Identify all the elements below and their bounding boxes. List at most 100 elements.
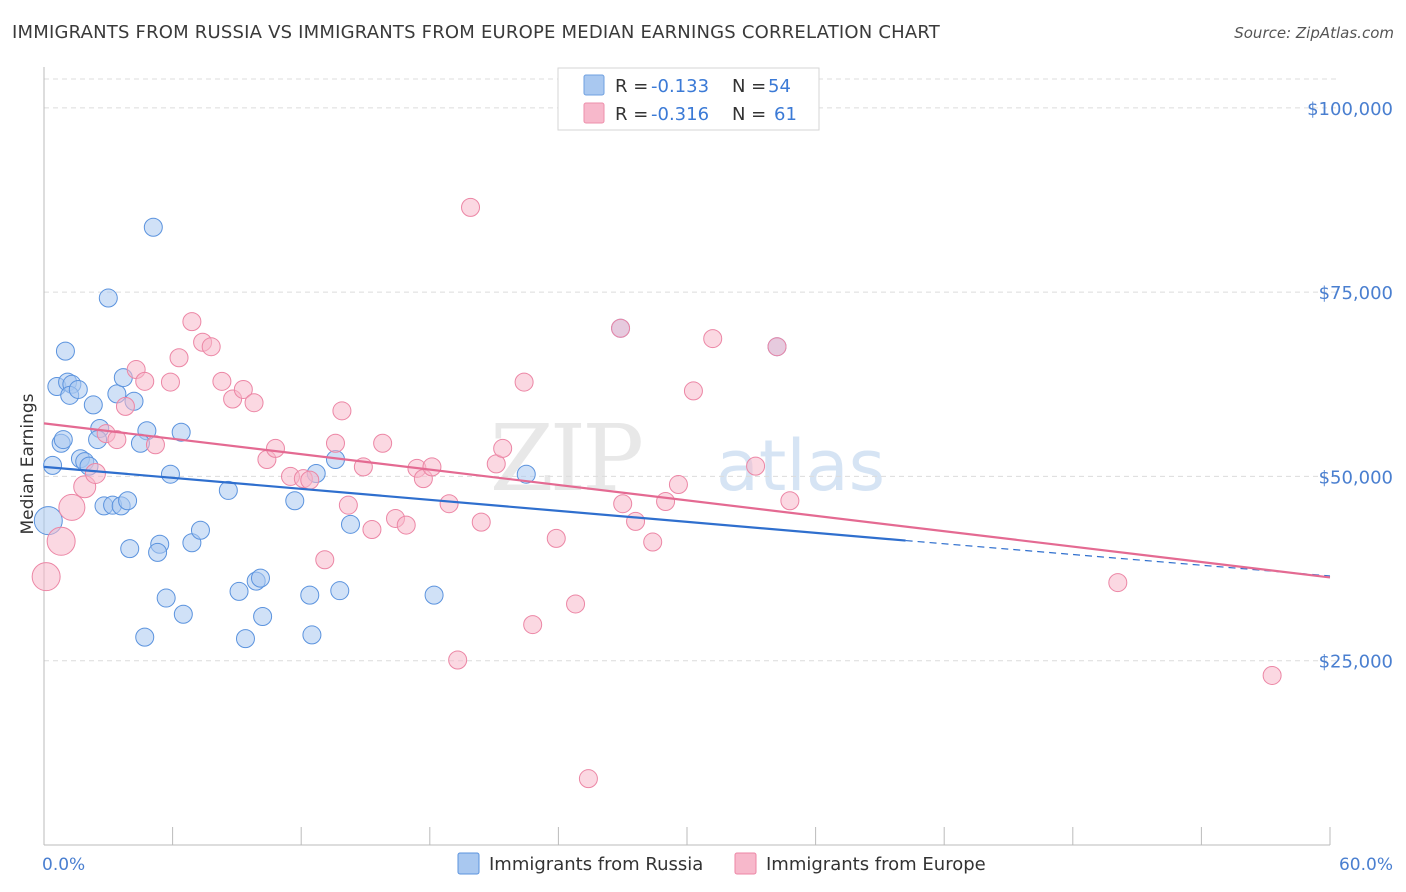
data-point: [471, 512, 491, 532]
data-point: [325, 433, 345, 453]
data-point: [546, 528, 566, 548]
data-point: [514, 372, 534, 392]
data-point: [212, 371, 232, 391]
data-point: [253, 606, 273, 626]
trend-line-europe: [43, 422, 1331, 579]
stats-legend-n-label-europe: N =: [732, 104, 766, 125]
data-point: [767, 337, 787, 357]
data-point: [439, 494, 459, 514]
data-point: [135, 371, 155, 391]
data-point: [330, 581, 350, 601]
data-point: [190, 520, 210, 540]
watermark-atlas: atlas: [716, 425, 885, 507]
y-tick-label: $75,000: [1319, 283, 1393, 304]
series-legend: Immigrants from Russia Immigrants from E…: [457, 852, 986, 875]
data-point: [84, 462, 106, 484]
data-point: [250, 568, 270, 588]
stats-legend-r-label-russia: R =: [615, 76, 648, 97]
stats-legend-n-value-russia: 54: [768, 76, 791, 97]
data-point: [300, 585, 320, 605]
data-point: [120, 539, 140, 559]
data-point: [244, 393, 264, 413]
data-point: [373, 433, 393, 453]
data-point: [566, 594, 586, 614]
data-point: [135, 627, 155, 647]
data-point: [1262, 665, 1282, 685]
stats-legend-r-value-russia: -0.133: [651, 76, 709, 97]
data-point: [746, 456, 766, 476]
data-point: [143, 217, 163, 237]
y-axis-label: Median Earnings: [18, 393, 38, 534]
data-point: [340, 514, 360, 534]
data-point: [55, 341, 75, 361]
y-tick-label: $100,000: [1307, 99, 1393, 120]
stats-legend-swatch-russia: [583, 74, 605, 96]
data-point: [315, 550, 335, 570]
data-point: [578, 769, 598, 789]
data-point: [46, 526, 76, 556]
data-point: [461, 197, 481, 217]
data-point: [160, 464, 180, 484]
scatter-points: [31, 197, 1282, 789]
trend-lines: [43, 422, 1331, 579]
data-point: [171, 422, 191, 442]
x-tick-label: 0.0%: [42, 855, 85, 875]
data-point: [613, 494, 633, 514]
stats-legend: R = -0.133 N = 54 R = -0.316 N = 61: [557, 67, 820, 131]
data-point: [201, 337, 221, 357]
data-point: [396, 515, 416, 535]
data-point: [156, 588, 176, 608]
data-point: [611, 318, 631, 338]
data-point: [233, 379, 253, 399]
data-point: [148, 542, 168, 562]
gridlines: [44, 78, 1338, 662]
data-point: [703, 329, 723, 349]
stats-legend-n-value-europe: 61: [774, 104, 797, 125]
chart-source: Source: ZipAtlas.com: [1234, 24, 1394, 42]
data-point: [160, 372, 180, 392]
data-point: [626, 511, 646, 531]
x-tick-label: 60.0%: [1339, 855, 1393, 875]
stats-legend-r-label-europe: R =: [615, 104, 648, 125]
data-point: [302, 625, 322, 645]
axes: [43, 67, 1331, 846]
data-point: [107, 430, 127, 450]
data-point: [53, 430, 73, 450]
data-point: [422, 457, 442, 477]
data-point: [118, 491, 138, 511]
data-point: [683, 381, 703, 401]
watermark: ZIP atlas: [490, 405, 885, 512]
stats-legend-swatch-europe: [583, 102, 605, 124]
data-point: [1108, 573, 1128, 593]
data-point: [218, 480, 238, 500]
data-point: [182, 312, 202, 332]
data-point: [300, 470, 320, 490]
y-tick-label: $25,000: [1319, 652, 1393, 673]
y-tick-labels: $25,000 $50,000 $75,000 $100,000: [1307, 99, 1393, 673]
data-point: [424, 585, 444, 605]
x-tick-labels: 0.0% 60.0%: [42, 855, 1393, 875]
watermark-zip: ZIP: [490, 405, 641, 512]
series-europe-points: [31, 197, 1282, 789]
data-point: [780, 491, 800, 511]
data-point: [656, 491, 676, 511]
data-point: [235, 629, 255, 649]
data-point: [643, 532, 663, 552]
y-tick-label: $50,000: [1319, 467, 1393, 488]
data-point: [31, 562, 61, 592]
data-point: [115, 396, 135, 416]
series-legend-label-russia: Immigrants from Russia: [489, 854, 703, 875]
series-legend-label-europe: Immigrants from Europe: [766, 854, 986, 875]
data-point: [265, 438, 285, 458]
data-point: [68, 379, 88, 399]
data-point: [83, 395, 103, 415]
data-point: [58, 493, 86, 521]
data-point: [668, 475, 688, 495]
data-point: [338, 495, 358, 515]
data-point: [493, 438, 513, 458]
data-point: [43, 455, 63, 475]
stats-legend-n-label-russia: N =: [732, 76, 766, 97]
data-point: [169, 348, 189, 368]
trend-line-russia: [43, 465, 906, 542]
